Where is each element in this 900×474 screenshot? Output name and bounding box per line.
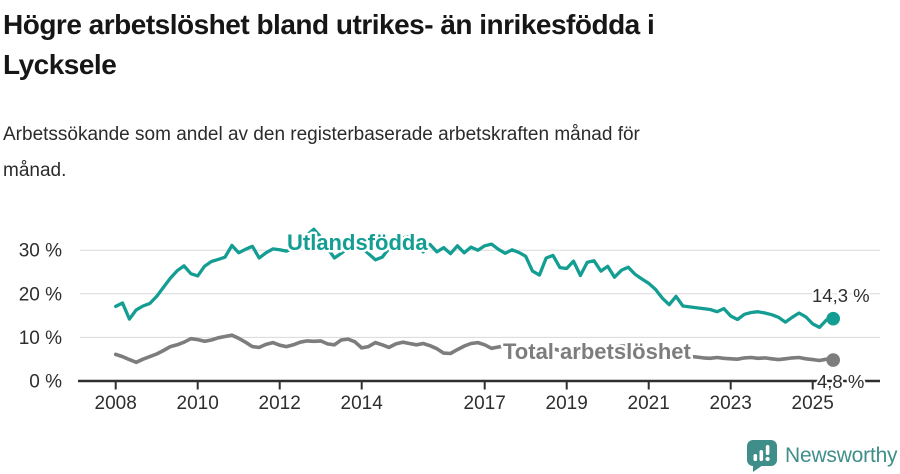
series-label-total-arbetsloshet: Total arbetslöshet xyxy=(503,339,692,364)
brand-name: Newsworthy xyxy=(785,443,898,467)
end-value-label-utlandsfodda: 14,3 % xyxy=(812,285,870,306)
title-line-1: Högre arbetslöshet bland utrikes- än inr… xyxy=(3,9,655,40)
x-tick-label: 2010 xyxy=(177,393,219,414)
chart-subtitle: Arbetssökande som andel av den registerb… xyxy=(3,117,893,189)
logo-bar-1 xyxy=(753,454,758,461)
newsworthy-logo: Newsworthy xyxy=(746,439,898,472)
x-tick-label: 2008 xyxy=(95,393,137,414)
x-tick-label: 2021 xyxy=(628,393,670,414)
chart-generated-layer: 2008 2010 2012 2014 2017 2019 2021 2023 2025 0 % 1… xyxy=(19,227,880,414)
x-tick-label: 2019 xyxy=(546,393,588,414)
x-tick-label: 2025 xyxy=(792,393,834,414)
logo-exclamation-dot xyxy=(765,456,770,462)
x-tick-label: 2017 xyxy=(464,393,506,414)
y-tick-label: 0 % xyxy=(29,372,62,393)
y-tick-label: 10 % xyxy=(19,328,62,349)
newsworthy-logo-icon xyxy=(747,440,777,472)
logo-exclamation-bar xyxy=(765,445,770,455)
x-tick-label: 2014 xyxy=(341,393,384,414)
x-tick-label: 2012 xyxy=(259,393,301,414)
logo-bar-2 xyxy=(759,450,764,461)
series-line-utlandsfodda xyxy=(114,227,835,330)
x-tick-label: 2023 xyxy=(710,393,752,414)
y-tick-label: 20 % xyxy=(19,284,62,305)
page-title: Högre arbetslöshet bland utrikes- än inr… xyxy=(3,5,893,85)
title-line-2: Lycksele xyxy=(3,49,117,80)
series-end-dot-total-arbetsloshet xyxy=(826,353,840,367)
series-line-total-arbetsloshet xyxy=(113,333,836,365)
series-label-utlandsfodda: Utlandsfödda xyxy=(287,230,428,255)
series-end-dot-utlandsfodda xyxy=(826,311,840,326)
subtitle-line-1: Arbetssökande som andel av den registerb… xyxy=(3,124,640,145)
y-tick-label: 30 % xyxy=(19,241,62,262)
end-value-label-total: 4,8 % xyxy=(817,371,864,392)
subtitle-line-2: månad. xyxy=(3,160,67,181)
